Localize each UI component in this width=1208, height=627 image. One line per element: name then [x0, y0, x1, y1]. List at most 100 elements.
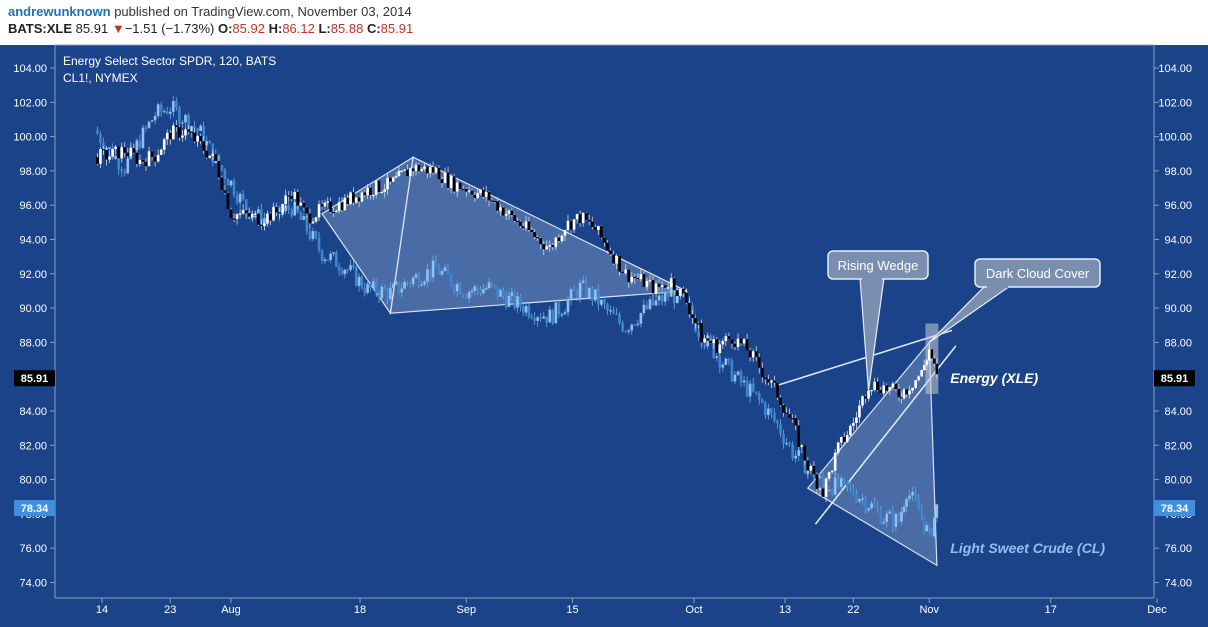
cl-candle — [569, 289, 573, 301]
cl-candle — [383, 286, 386, 290]
xle-candle — [516, 220, 519, 223]
cl-candle — [882, 521, 886, 524]
cl-candle — [545, 316, 549, 323]
xle-candle — [168, 132, 172, 140]
xle-candle — [920, 370, 923, 377]
xle-candle — [712, 339, 716, 344]
xle-candle — [482, 189, 485, 197]
y-tick-label-right: 90.00 — [1164, 303, 1192, 315]
x-tick-label: 13 — [779, 604, 791, 616]
xle-candle — [504, 213, 508, 216]
publisher-line: andrewunknown published on TradingView.c… — [8, 4, 412, 19]
cl-candle — [612, 310, 615, 314]
price-change: −1.51 (−1.73%) — [124, 21, 215, 36]
x-tick-label: Nov — [919, 604, 939, 616]
x-tick-label: Dec — [1147, 604, 1167, 616]
xle-candle — [905, 389, 908, 395]
xle-candle — [736, 338, 740, 347]
xle-candle — [788, 414, 791, 419]
cl-candle — [587, 288, 591, 298]
xle-candle — [391, 177, 395, 182]
xle-candle — [266, 213, 269, 224]
xle-candle — [742, 339, 746, 344]
xle-candle — [770, 380, 773, 383]
cl-candle — [238, 193, 242, 203]
cl-candle — [669, 288, 673, 297]
cl-candle — [284, 205, 287, 212]
cl-candle — [739, 371, 743, 383]
xle-candle — [679, 288, 682, 296]
cl-candle — [858, 499, 861, 502]
xle-candle — [773, 380, 776, 383]
cl-candle — [776, 420, 779, 424]
published-text: published on TradingView.com, November 0… — [114, 4, 412, 19]
cl-candle — [184, 114, 187, 123]
xle-candle — [144, 161, 148, 167]
xle-candle — [403, 169, 406, 171]
symbol-name[interactable]: BATS:XLE — [8, 21, 73, 36]
cl-candle — [220, 165, 224, 170]
xle-candle — [587, 219, 591, 222]
cl-candle — [138, 140, 142, 148]
time-axis[interactable] — [0, 598, 1208, 627]
x-axis-ticks: 14 23 Aug 18 Sep 15 Oct 13 22 Nov 17 Dec — [96, 598, 1167, 616]
xle-candle — [733, 343, 737, 347]
cl-candle — [428, 269, 432, 278]
cl-candle — [736, 371, 740, 375]
cl-candle — [712, 341, 716, 358]
xle-candle — [836, 442, 840, 453]
xle-candle — [473, 194, 477, 198]
cl-candle — [606, 304, 609, 311]
xle-candle — [484, 192, 488, 197]
cl-candle — [232, 180, 236, 196]
xle-candle — [196, 136, 199, 142]
xle-candle — [202, 141, 205, 151]
cl-candle — [581, 280, 585, 283]
xle-candle — [621, 271, 624, 274]
xle-candle — [569, 220, 573, 230]
xle-candle — [335, 210, 338, 213]
xle-candle — [597, 226, 600, 230]
cl-candle — [510, 292, 514, 296]
cl-candle — [902, 506, 906, 512]
xle-candle — [727, 336, 731, 340]
xle-candle — [584, 213, 588, 220]
cl-candle — [414, 274, 418, 278]
cl-candle — [578, 282, 582, 298]
xle-candle — [238, 213, 242, 215]
xle-candle — [730, 339, 734, 344]
cl-candle — [320, 249, 324, 262]
xle-candle — [839, 436, 843, 443]
cl-candle — [642, 304, 646, 314]
cl-candle — [930, 529, 934, 537]
cl-candle — [748, 383, 752, 397]
cl-candle — [196, 128, 199, 132]
cl-candle — [507, 295, 511, 307]
xle-candle — [414, 164, 418, 172]
xle-candle — [842, 436, 846, 442]
xle-candle — [156, 154, 160, 162]
xle-candle — [566, 220, 570, 230]
cl-candle — [609, 310, 612, 312]
cl-candle — [343, 269, 347, 275]
xle-candle — [114, 146, 117, 150]
cl-candle — [603, 299, 606, 305]
cl-candle — [566, 300, 570, 313]
cl-candle — [446, 267, 450, 275]
xle-series-label: Energy (XLE) — [950, 370, 1038, 386]
xle-candle — [263, 223, 266, 226]
plot-area[interactable] — [54, 44, 1155, 599]
cl-candle — [172, 101, 175, 112]
xle-candle — [446, 172, 450, 188]
x-tick-label: 22 — [847, 604, 859, 616]
cl-candle — [897, 513, 901, 522]
cl-candle — [785, 443, 788, 445]
xle-candle — [849, 425, 852, 436]
cl-candle — [920, 510, 923, 517]
xle-candle — [305, 207, 309, 214]
xle-candle — [539, 238, 542, 245]
xle-candle — [296, 192, 300, 206]
price-label-left: 85.91 — [21, 373, 49, 385]
publisher-user-link[interactable]: andrewunknown — [8, 4, 111, 19]
